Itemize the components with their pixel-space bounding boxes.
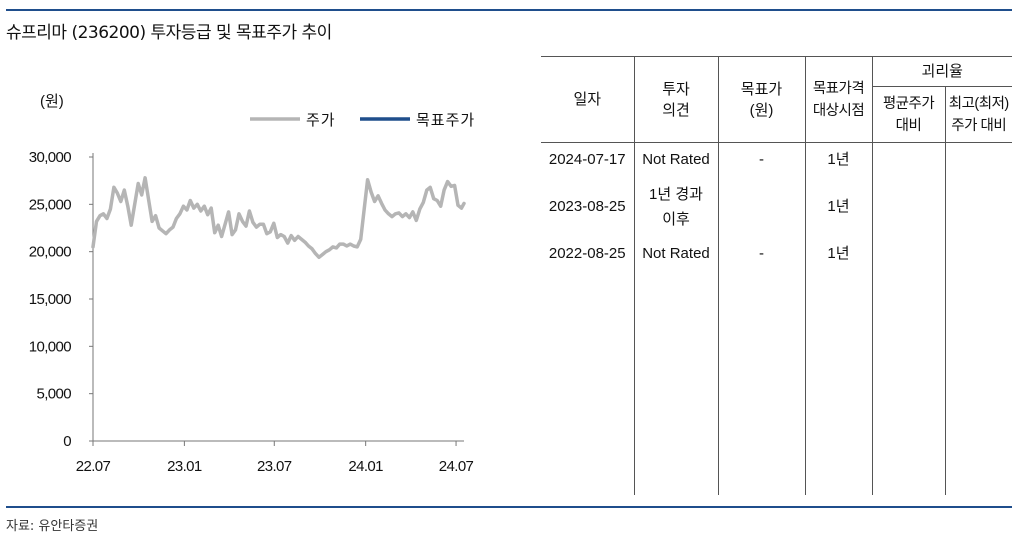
cell-target: -: [717, 237, 805, 271]
x-tick-label: 23.01: [167, 458, 202, 475]
y-tick-label: 10,000: [29, 338, 72, 355]
stock-price-chart: (원) 주가 목표주가 0 5,000 10,000 15,000 20,000 25,00…: [29, 93, 475, 475]
series-line-0: [91, 176, 466, 260]
header-divergence: 괴리율: [871, 56, 1012, 87]
table-row: 2024-07-17 Not Rated - 1년: [541, 142, 1012, 177]
rating-history-table: 일자 투자 의견 목표가 (원) 목표가격 대상시점 괴리율 평균주가 대비 최고(최저…: [541, 56, 1012, 495]
header-date: 일자: [541, 56, 634, 143]
cell-opinion: 1년 경과 이후: [633, 177, 718, 237]
y-unit-label: (원): [40, 93, 64, 110]
bottom-rule: [6, 506, 1012, 508]
y-tick-label: 25,000: [29, 196, 72, 213]
header-opinion: 투자 의견: [633, 56, 718, 143]
y-tick-label: 15,000: [29, 291, 72, 308]
chart-legend: 주가 목표주가: [250, 112, 475, 129]
table-empty-area: [541, 271, 1012, 495]
cell-peak: [944, 142, 1012, 177]
chart-axes: 0 5,000 10,000 15,000 20,000 25,000 30,000 22.0…: [29, 149, 474, 475]
cell-horizon: 1년: [804, 142, 872, 177]
cell-date: 2023-08-25: [548, 198, 626, 215]
cell-avg: [871, 237, 945, 271]
cell-peak: [944, 177, 1012, 237]
cell-avg: [871, 142, 945, 177]
cell-horizon: 1년: [804, 177, 872, 237]
y-tick-label: 20,000: [29, 244, 72, 261]
table-row: 2022-08-25 Not Rated - 1년: [541, 237, 1012, 271]
cell-horizon: 1년: [804, 237, 872, 271]
cell-peak: [944, 237, 1012, 271]
chart-lines: [91, 176, 466, 260]
source-note: 자료: 유안타증권: [6, 519, 99, 534]
header-vs-average: 평균주가 대비: [871, 86, 945, 143]
y-tick-label: 0: [63, 433, 71, 450]
x-tick-label: 22.07: [76, 458, 111, 475]
legend-label-0: 주가: [306, 112, 336, 129]
page-title: 슈프리마 (236200) 투자등급 및 목표주가 추이: [6, 23, 332, 43]
cell-target: -: [717, 142, 805, 177]
x-tick-label: 23.07: [257, 458, 292, 475]
cell-date: 2024-07-17: [548, 151, 626, 168]
y-tick-label: 30,000: [29, 149, 72, 166]
header-horizon: 목표가격 대상시점: [804, 56, 872, 143]
cell-target: [717, 177, 805, 237]
cell-date: 2022-08-25: [548, 245, 626, 262]
header-vs-peak: 최고(최저) 주가 대비: [944, 86, 1012, 143]
y-tick-label: 5,000: [36, 386, 71, 403]
table-row: 2023-08-25 1년 경과 이후 1년: [541, 177, 1012, 237]
x-tick-label: 24.01: [348, 458, 383, 475]
top-rule: [6, 9, 1012, 11]
cell-opinion: Not Rated: [633, 142, 718, 177]
cell-opinion: Not Rated: [633, 237, 718, 271]
header-target-price: 목표가 (원): [717, 56, 805, 143]
x-tick-label: 24.07: [439, 458, 474, 475]
legend-label-1: 목표주가: [416, 112, 475, 129]
cell-avg: [871, 177, 945, 237]
